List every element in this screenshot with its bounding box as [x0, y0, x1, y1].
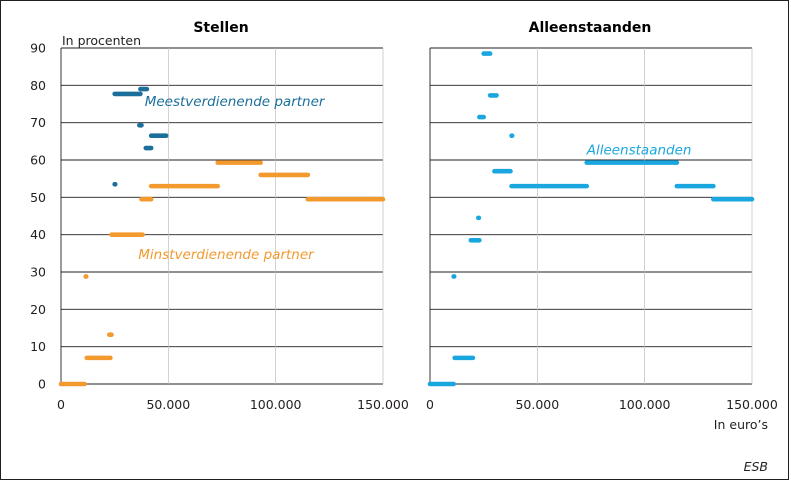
- x-tick-label-100000-panel-0: 100.000: [250, 397, 302, 412]
- annotation-alleenstaanden: Alleenstaanden: [586, 143, 692, 159]
- y-tick-label-40: 40: [30, 227, 46, 242]
- y-tick-label-70: 70: [30, 115, 46, 130]
- ticks-layer: 0 10 20 30 40 50 60 70 80 90 0 50.000 100.000 150.000…: [30, 41, 778, 413]
- annotation-meestverdienende-partner: Meestverdienende partner: [145, 94, 326, 110]
- x-tick-label-150000-panel-1: 150.000: [726, 397, 778, 412]
- x-tick-label-50000-panel-0: 50.000: [146, 397, 190, 412]
- y-tick-label-30: 30: [30, 265, 46, 280]
- marks-layer: [58, 51, 755, 387]
- y-tick-label-20: 20: [30, 302, 46, 317]
- chart-title-right: Alleenstaanden: [529, 20, 652, 36]
- chart-title-left: Stellen: [193, 20, 248, 36]
- x-tick-label-100000-panel-1: 100.000: [619, 397, 671, 412]
- y-tick-label-50: 50: [30, 190, 46, 205]
- y-tick-label-80: 80: [30, 78, 46, 93]
- x-tick-label-50000-panel-1: 50.000: [515, 397, 559, 412]
- x-axis-label: In euro’s: [714, 417, 768, 432]
- source-label: ESB: [744, 459, 768, 474]
- y-tick-label-0: 0: [38, 377, 46, 392]
- y-tick-label-90: 90: [30, 41, 46, 56]
- y-axis-label: In procenten: [62, 33, 141, 48]
- x-tick-label-0-panel-1: 0: [426, 397, 434, 412]
- annotation-minstverdienende-partner: Minstverdienende partner: [138, 247, 315, 263]
- x-tick-label-0-panel-0: 0: [57, 397, 65, 412]
- y-tick-label-60: 60: [30, 153, 46, 168]
- x-tick-label-150000-panel-0: 150.000: [357, 397, 409, 412]
- y-tick-label-10: 10: [30, 339, 46, 354]
